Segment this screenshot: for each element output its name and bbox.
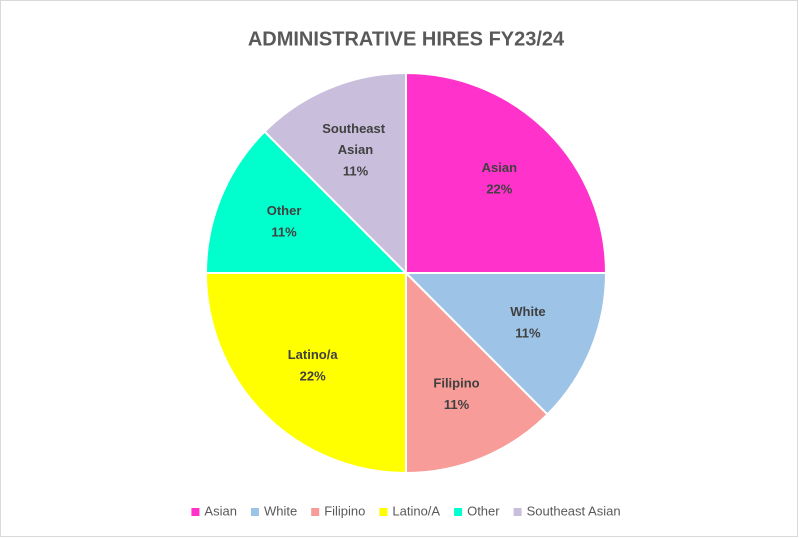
- pie-slice: [263, 71, 407, 276]
- legend-label: Latino/A: [392, 503, 440, 518]
- slice-label: Latino/a: [288, 347, 339, 362]
- legend: Asian White Filipino Latino/A Other Southeast…: [191, 503, 621, 518]
- slice-value-label: 11%: [343, 163, 369, 178]
- legend-swatch: [250, 508, 259, 516]
- legend-label: Asian: [204, 503, 237, 518]
- pie-slice: [405, 270, 549, 475]
- slice-value-label: 11%: [271, 224, 297, 239]
- slice-label: White: [510, 304, 545, 319]
- legend-label: Other: [467, 503, 500, 518]
- legend-swatch: [311, 508, 320, 516]
- pie-slice: [405, 71, 608, 274]
- slice-label: Other: [267, 203, 302, 218]
- legend-label: Filipino: [324, 503, 365, 518]
- slice-value-label: 11%: [444, 397, 470, 412]
- slice-value-label: 22%: [486, 182, 512, 197]
- legend-swatch: [379, 508, 388, 516]
- slice-value-label: 22%: [300, 368, 326, 383]
- chart-title: ADMINISTRATIVE HIRES FY23/24: [248, 28, 565, 50]
- slice-label: Asian: [482, 161, 517, 176]
- slice-label: Filipino: [433, 376, 479, 391]
- legend-swatch: [513, 508, 522, 516]
- slice-value-label: 11%: [515, 325, 541, 340]
- pie-slice: [204, 272, 407, 475]
- legend-label: Southeast Asian: [527, 503, 621, 518]
- legend-label: White: [264, 503, 297, 518]
- slice-label: Southeast Asian: [322, 121, 388, 157]
- legend-swatch: [454, 508, 463, 516]
- legend-swatch: [191, 508, 200, 516]
- pie-slice: [204, 130, 409, 274]
- pie-slice: [403, 272, 608, 416]
